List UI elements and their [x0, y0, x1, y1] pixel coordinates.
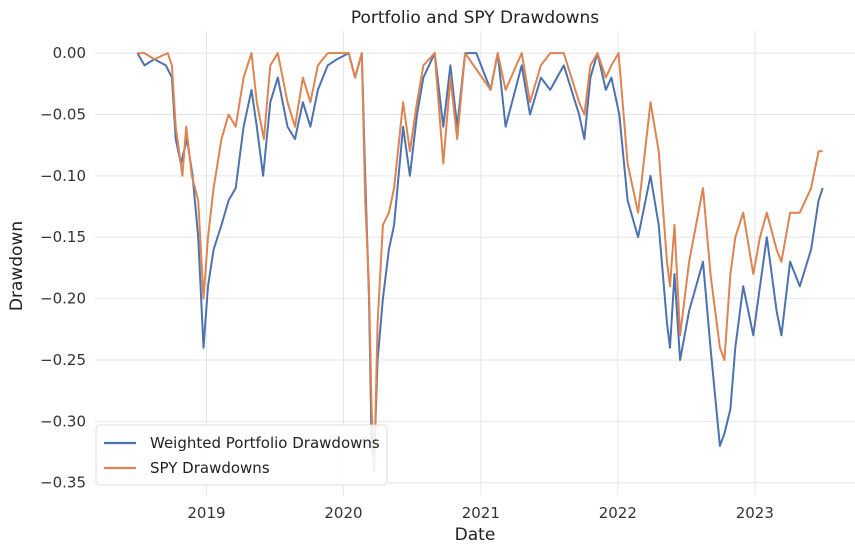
- x-tick-label: 2022: [599, 504, 637, 522]
- series-lines: [136, 52, 824, 472]
- x-tick-label: 2021: [462, 504, 500, 522]
- y-tick-label: −0.20: [40, 290, 86, 308]
- y-tick-label: −0.15: [40, 228, 86, 246]
- x-tick-label: 2020: [324, 504, 362, 522]
- y-tick-label: 0.00: [53, 44, 86, 62]
- y-tick-label: −0.10: [40, 167, 86, 185]
- series-line-portfolio: [136, 52, 824, 460]
- x-tick-label: 2023: [736, 504, 774, 522]
- legend-label-portfolio: Weighted Portfolio Drawdowns: [150, 434, 380, 452]
- x-axis-label: Date: [455, 525, 496, 545]
- x-tick-label: 2019: [187, 504, 225, 522]
- y-tick-label: −0.25: [40, 351, 86, 369]
- ticks: 0.00 −0.05 −0.10 −0.15 −0.20 −0.25 −0.30 −0.35 2…: [40, 44, 774, 522]
- series-line-spy: [137, 52, 823, 472]
- y-tick-label: −0.05: [40, 105, 86, 123]
- legend-label-spy: SPY Drawdowns: [150, 459, 270, 477]
- y-tick-label: −0.35: [40, 474, 86, 492]
- legend-box: [95, 424, 388, 486]
- legend: Weighted Portfolio Drawdowns SPY Drawdow…: [95, 424, 388, 486]
- chart-title: Portfolio and SPY Drawdowns: [351, 8, 599, 28]
- y-tick-label: −0.30: [40, 412, 86, 430]
- y-axis-label: Drawdown: [7, 221, 27, 311]
